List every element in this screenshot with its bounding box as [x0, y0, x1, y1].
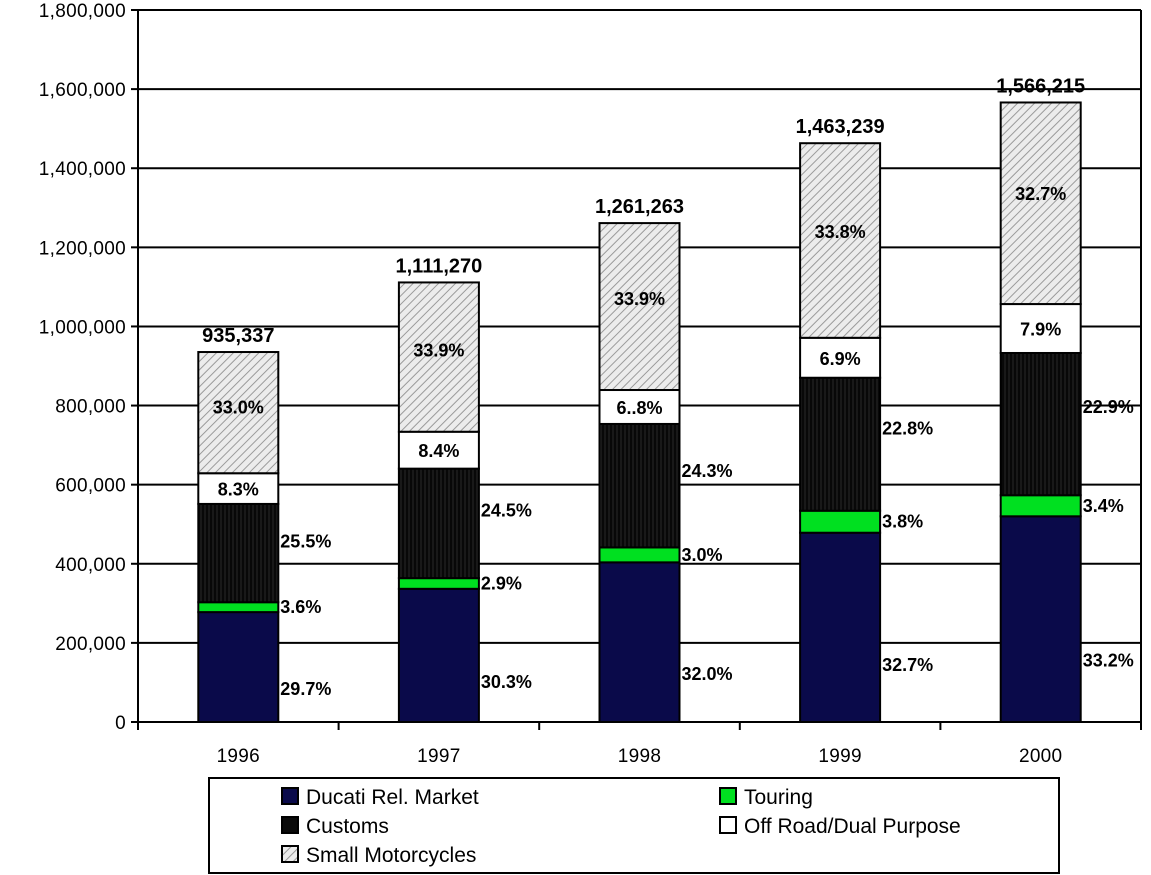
bar-touring-1998 [598, 546, 681, 564]
bar-small-motorcycles-1996 [197, 351, 280, 475]
x-tick-label-1998: 1998 [618, 746, 661, 767]
bar-touring-1996 [197, 601, 280, 614]
legend-label-customs: Customs [306, 815, 389, 838]
bar-small-motorcycles-1999 [799, 142, 882, 339]
bar-customs-1998 [598, 422, 681, 549]
label-ducati-rel-market-1996: 29.7% [280, 679, 331, 699]
legend-swatch-off-road-dual-purpose [719, 816, 737, 834]
y-tick-label: 600,000 [55, 476, 126, 497]
bar-customs-1996 [197, 502, 280, 604]
bar-small-motorcycles-1997 [397, 281, 480, 433]
label-off-road-dual-purpose-1996: 8.3% [218, 480, 259, 500]
label-customs-1997: 24.5% [481, 500, 532, 520]
label-small-motorcycles-2000: 32.7% [1015, 184, 1066, 204]
label-off-road-dual-purpose-2000: 7.9% [1020, 320, 1061, 340]
label-small-motorcycles-1998: 33.9% [614, 289, 665, 309]
segment-labels: 29.7% 3.6% 25.5% 8.3% 33.0% 30.3% 2.9% 24.5% 8.4… [213, 184, 1134, 699]
bar-off-road-dual-purpose-1999 [799, 336, 882, 379]
y-tick-label: 200,000 [55, 634, 126, 655]
legend-swatch-small-motorcycles [281, 845, 299, 863]
legend-label-small-motorcycles: Small Motorcycles [306, 844, 476, 867]
bar-small-motorcycles-1998 [598, 222, 681, 392]
legend-box [208, 777, 1060, 874]
label-ducati-rel-market-1997: 30.3% [481, 672, 532, 692]
legend-label-touring: Touring [744, 786, 813, 809]
legend-swatch-ducati-rel-market [281, 787, 299, 805]
bar-customs-1999 [799, 376, 882, 512]
label-ducati-rel-market-1998: 32.0% [682, 664, 733, 684]
label-off-road-dual-purpose-1998: 6..8% [616, 398, 662, 418]
legend: Ducati Rel. Market Touring Customs Off Road… [208, 777, 1060, 874]
label-ducati-rel-market-1999: 32.7% [882, 655, 933, 675]
legend-swatch-touring [719, 787, 737, 805]
bar-touring-1999 [799, 509, 882, 534]
label-touring-1999: 3.8% [882, 512, 923, 532]
x-tick-label-1997: 1997 [417, 746, 460, 767]
x-axis-ticks: 1996 1997 1998 1999 2000 [137, 722, 1142, 767]
bar-ducati-rel-market-2000 [999, 515, 1082, 723]
total-label-1997: 1,111,270 [396, 255, 483, 277]
bar-touring-1997 [397, 577, 480, 590]
total-label-1998: 1,261,263 [595, 196, 684, 218]
bars [197, 101, 1082, 724]
label-touring-1998: 3.0% [682, 545, 723, 565]
total-label-1999: 1,463,239 [796, 116, 885, 138]
bar-customs-2000 [999, 351, 1082, 497]
bar-small-motorcycles-2000 [999, 101, 1082, 306]
x-tick-label-1996: 1996 [217, 746, 260, 767]
label-touring-1996: 3.6% [280, 597, 321, 617]
bar-ducati-rel-market-1998 [598, 561, 681, 723]
label-small-motorcycles-1999: 33.8% [815, 222, 866, 242]
label-touring-1997: 2.9% [481, 573, 522, 593]
bar-ducati-rel-market-1999 [799, 531, 882, 724]
label-off-road-dual-purpose-1999: 6.9% [820, 349, 861, 369]
y-tick-label: 400,000 [55, 555, 126, 576]
label-customs-1998: 24.3% [682, 461, 733, 481]
total-labels: 935,337 1,111,270 1,261,263 1,463,239 1,566,… [202, 75, 1085, 347]
y-axis-ticks: 0 200,000 400,000 600,000 800,000 1,000,000 1,… [39, 1, 138, 734]
label-touring-2000: 3.4% [1083, 496, 1124, 516]
label-customs-1996: 25.5% [280, 531, 331, 551]
total-label-1996: 935,337 [202, 325, 274, 347]
y-tick-label: 800,000 [55, 397, 126, 418]
bar-off-road-dual-purpose-2000 [999, 303, 1082, 354]
label-ducati-rel-market-2000: 33.2% [1083, 650, 1134, 670]
total-label-2000: 1,566,215 [996, 75, 1085, 97]
label-small-motorcycles-1997: 33.9% [413, 341, 464, 361]
bar-customs-1997 [397, 467, 480, 580]
y-tick-label: 1,600,000 [39, 80, 126, 101]
y-tick-label: 1,400,000 [39, 159, 126, 180]
x-tick-label-2000: 2000 [1019, 746, 1062, 767]
label-customs-2000: 22.9% [1083, 397, 1134, 417]
legend-swatch-customs [281, 816, 299, 834]
legend-label-ducati-rel-market: Ducati Rel. Market [306, 786, 479, 809]
label-off-road-dual-purpose-1997: 8.4% [418, 441, 459, 461]
bar-ducati-rel-market-1996 [197, 611, 280, 724]
bar-ducati-rel-market-1997 [397, 587, 480, 724]
label-small-motorcycles-1996: 33.0% [213, 398, 264, 418]
y-tick-label: 0 [115, 713, 126, 734]
y-tick-label: 1,800,000 [39, 1, 126, 22]
bar-touring-2000 [999, 494, 1082, 518]
legend-label-off-road-dual-purpose: Off Road/Dual Purpose [744, 815, 961, 838]
label-customs-1999: 22.8% [882, 418, 933, 438]
y-tick-label: 1,200,000 [39, 238, 126, 259]
x-tick-label-1999: 1999 [818, 746, 861, 767]
y-tick-label: 1,000,000 [39, 317, 126, 338]
